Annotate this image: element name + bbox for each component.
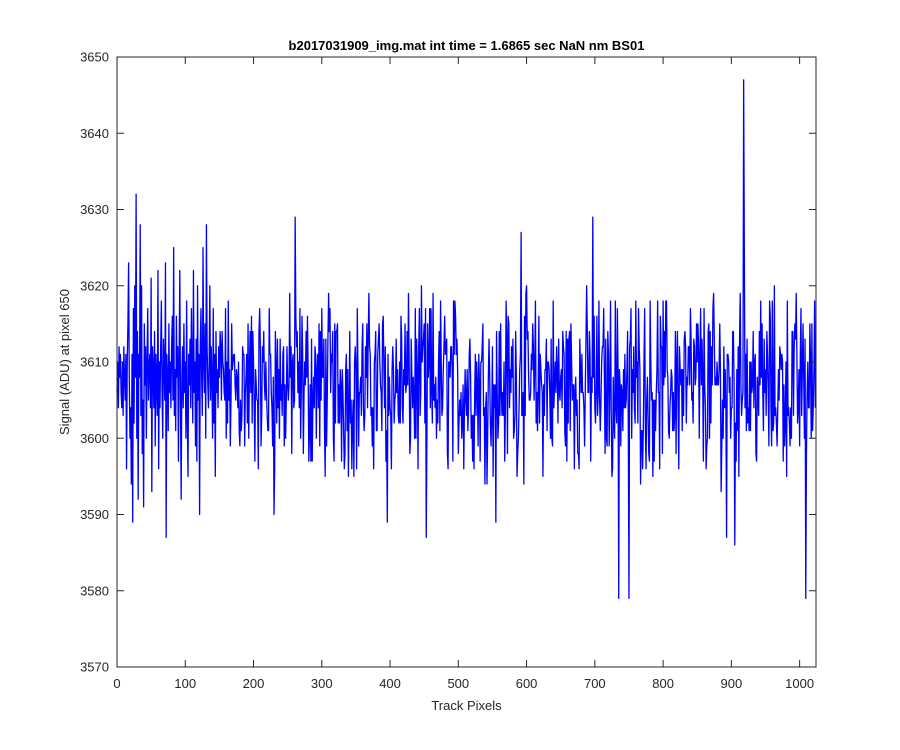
series-line-0 bbox=[116, 79, 816, 600]
chart-title: b2017031909_img.mat int time = 1.6865 se… bbox=[289, 38, 645, 53]
x-tick-label: 100 bbox=[174, 676, 196, 691]
x-tick-label: 0 bbox=[113, 676, 120, 691]
x-tick-label: 800 bbox=[652, 676, 674, 691]
x-tick-label: 900 bbox=[721, 676, 743, 691]
y-axis-label: Signal (ADU) at pixel 650 bbox=[57, 289, 72, 435]
x-tick-label: 200 bbox=[243, 676, 265, 691]
x-tick-label: 600 bbox=[516, 676, 538, 691]
plot-frame bbox=[116, 56, 817, 668]
y-tick-labels: 3570 3580 3590 3600 3610 3620 3630 3640 3650 bbox=[80, 50, 109, 675]
y-tick-label: 3640 bbox=[80, 126, 109, 141]
y-tick-label: 3630 bbox=[80, 202, 109, 217]
x-tick-label: 500 bbox=[447, 676, 469, 691]
x-tick-labels: 0 100 200 300 400 500 600 700 800 900 1000 bbox=[113, 676, 814, 691]
series-group bbox=[116, 79, 816, 600]
y-tick-label: 3650 bbox=[80, 50, 109, 65]
y-tick-label: 3610 bbox=[80, 355, 109, 370]
y-tick-label: 3590 bbox=[80, 507, 109, 522]
x-tick-label: 700 bbox=[584, 676, 606, 691]
y-tick-label: 3600 bbox=[80, 431, 109, 446]
x-axis-label: Track Pixels bbox=[431, 698, 502, 713]
y-tick-label: 3580 bbox=[80, 583, 109, 598]
x-tick-label: 1000 bbox=[785, 676, 814, 691]
x-tick-label: 300 bbox=[311, 676, 333, 691]
x-tick-label: 400 bbox=[379, 676, 401, 691]
y-tick-label: 3620 bbox=[80, 278, 109, 293]
y-tick-label: 3570 bbox=[80, 660, 109, 675]
